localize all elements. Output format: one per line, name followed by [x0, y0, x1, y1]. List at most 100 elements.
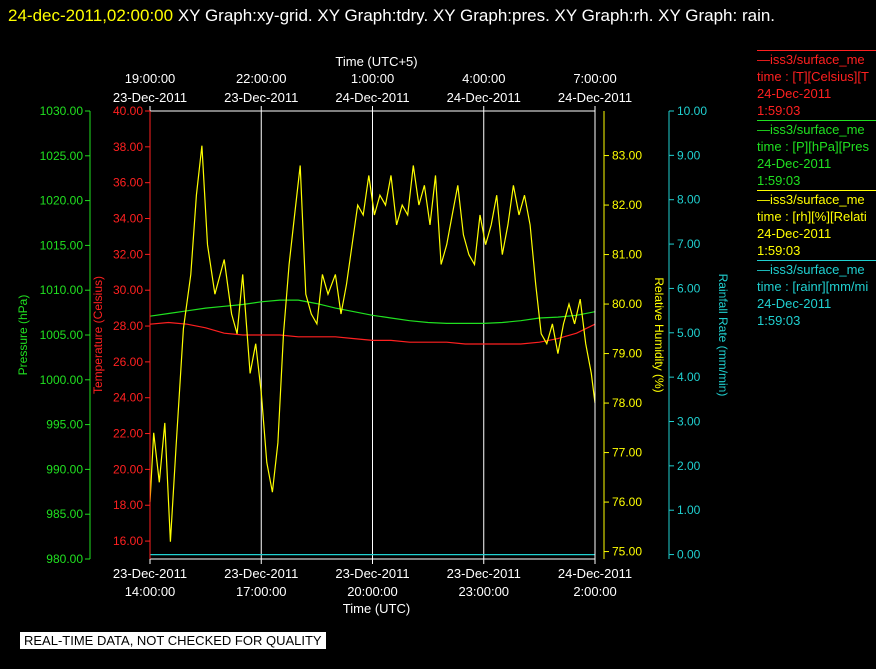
temperature-tick-label: 38.00	[113, 140, 143, 154]
legend-line1: —iss3/surface_me	[757, 122, 865, 137]
humidity-tick-label: 75.00	[612, 545, 642, 559]
temperature-tick-label: 24.00	[113, 391, 143, 405]
temperature-tick-label: 30.00	[113, 283, 143, 297]
temperature-axis-label: Temperature (Celsius)	[91, 276, 105, 394]
temperature-tick-label: 40.00	[113, 104, 143, 118]
legend-line3: 24-Dec-2011	[757, 86, 832, 101]
top-tick-time: 22:00:00	[236, 71, 287, 86]
top-axis-label: Time (UTC+5)	[335, 54, 417, 69]
plot-area	[149, 111, 596, 559]
rain-tick-label: 10.00	[677, 104, 707, 118]
bottom-tick-time: 14:00:00	[125, 584, 176, 599]
pressure-tick-label: 1025.00	[40, 149, 84, 163]
pressure-tick-label: 1030.00	[40, 104, 84, 118]
bottom-axis-label: Time (UTC)	[343, 601, 410, 616]
legend-line2: time : [T][Celsius][T	[757, 69, 869, 84]
graph-title: 24-dec-2011,02:00:00 XY Graph:xy-grid. X…	[8, 3, 868, 29]
legend-line2: time : [P][hPa][Pres	[757, 139, 869, 154]
humidity-tick-label: 79.00	[612, 347, 642, 361]
top-tick-time: 19:00:00	[125, 71, 176, 86]
rain-tick-label: 2.00	[677, 459, 701, 473]
title-graph-list: XY Graph:xy-grid. XY Graph:tdry. XY Grap…	[177, 6, 776, 25]
title-timestamp: 24-dec-2011,02:00:00	[8, 6, 174, 25]
legend-line3: 24-Dec-2011	[757, 296, 832, 311]
top-tick-date: 24-Dec-2011	[447, 90, 521, 105]
bottom-tick-date: 23-Dec-2011	[335, 566, 409, 581]
axes: 19:00:00 23-Dec-2011 22:00:00 23-Dec-2011 1:…	[16, 54, 730, 616]
legend-line2: time : [rainr][mm/mi	[757, 279, 869, 294]
legend-line3: 24-Dec-2011	[757, 156, 832, 171]
legend-line2: time : [rh][%][Relati	[757, 209, 867, 224]
pressure-tick-label: 985.00	[46, 507, 83, 521]
pressure-tick-label: 1005.00	[40, 328, 84, 342]
pressure-tick-label: 1000.00	[40, 373, 84, 387]
temperature-tick-label: 28.00	[113, 319, 143, 333]
top-tick-date: 23-Dec-2011	[113, 90, 187, 105]
legend-line1: —iss3/surface_me	[757, 52, 865, 67]
bottom-tick-date: 24-Dec-2011	[558, 566, 632, 581]
humidity-tick-label: 76.00	[612, 495, 642, 509]
legend-line4: 1:59:03	[757, 173, 801, 188]
temperature-tick-label: 36.00	[113, 176, 143, 190]
legend-line4: 1:59:03	[757, 313, 801, 328]
pressure-tick-label: 1010.00	[40, 283, 84, 297]
top-tick-date: 23-Dec-2011	[224, 90, 298, 105]
humidity-series-line	[149, 145, 596, 542]
pressure-tick-label: 995.00	[46, 418, 83, 432]
temperature-tick-label: 20.00	[113, 462, 143, 476]
humidity-tick-label: 82.00	[612, 198, 642, 212]
top-tick-time: 7:00:00	[573, 71, 616, 86]
bottom-tick-date: 23-Dec-2011	[447, 566, 521, 581]
humidity-tick-label: 83.00	[612, 149, 642, 163]
pressure-series-line	[149, 299, 596, 324]
legend-line4: 1:59:03	[757, 103, 801, 118]
humidity-axis-label: Relative Humidity (%)	[652, 277, 666, 392]
temperature-tick-label: 16.00	[113, 534, 143, 548]
rain-tick-label: 5.00	[677, 326, 701, 340]
top-tick-time: 4:00:00	[462, 71, 505, 86]
bottom-tick-date: 23-Dec-2011	[224, 566, 298, 581]
rain-tick-label: 8.00	[677, 193, 701, 207]
top-tick-date: 24-Dec-2011	[335, 90, 409, 105]
humidity-tick-label: 77.00	[612, 446, 642, 460]
temperature-tick-label: 32.00	[113, 247, 143, 261]
humidity-tick-label: 80.00	[612, 297, 642, 311]
pressure-tick-label: 980.00	[46, 552, 83, 566]
temperature-tick-label: 26.00	[113, 355, 143, 369]
pressure-tick-label: 1015.00	[40, 238, 84, 252]
rain-tick-label: 4.00	[677, 370, 701, 384]
top-tick-date: 24-Dec-2011	[558, 90, 632, 105]
temperature-tick-label: 18.00	[113, 498, 143, 512]
legend-line1: —iss3/surface_me	[757, 192, 865, 207]
bottom-tick-time: 2:00:00	[573, 584, 616, 599]
legend-line4: 1:59:03	[757, 243, 801, 258]
humidity-tick-label: 81.00	[612, 248, 642, 262]
temperature-tick-label: 22.00	[113, 427, 143, 441]
legend: —iss3/surface_me time : [T][Celsius][T 24-…	[757, 50, 876, 330]
pressure-tick-label: 1020.00	[40, 194, 84, 208]
rain-tick-label: 7.00	[677, 237, 701, 251]
legend-line3: 24-Dec-2011	[757, 226, 832, 241]
rain-tick-label: 3.00	[677, 414, 701, 428]
pressure-tick-label: 990.00	[46, 462, 83, 476]
temperature-tick-label: 34.00	[113, 212, 143, 226]
quality-disclaimer: REAL-TIME DATA, NOT CHECKED FOR QUALITY	[20, 632, 326, 649]
pressure-axis-label: Pressure (hPa)	[16, 295, 30, 376]
temperature-series-line	[149, 321, 596, 345]
humidity-tick-label: 78.00	[612, 396, 642, 410]
bottom-tick-time: 23:00:00	[458, 584, 509, 599]
rain-tick-label: 6.00	[677, 281, 701, 295]
rain-tick-label: 9.00	[677, 148, 701, 162]
bottom-tick-date: 23-Dec-2011	[113, 566, 187, 581]
top-tick-time: 1:00:00	[351, 71, 394, 86]
legend-line1: —iss3/surface_me	[757, 262, 865, 277]
bottom-tick-time: 20:00:00	[347, 584, 398, 599]
bottom-tick-time: 17:00:00	[236, 584, 287, 599]
rain-tick-label: 1.00	[677, 503, 701, 517]
rain-tick-label: 0.00	[677, 548, 701, 562]
